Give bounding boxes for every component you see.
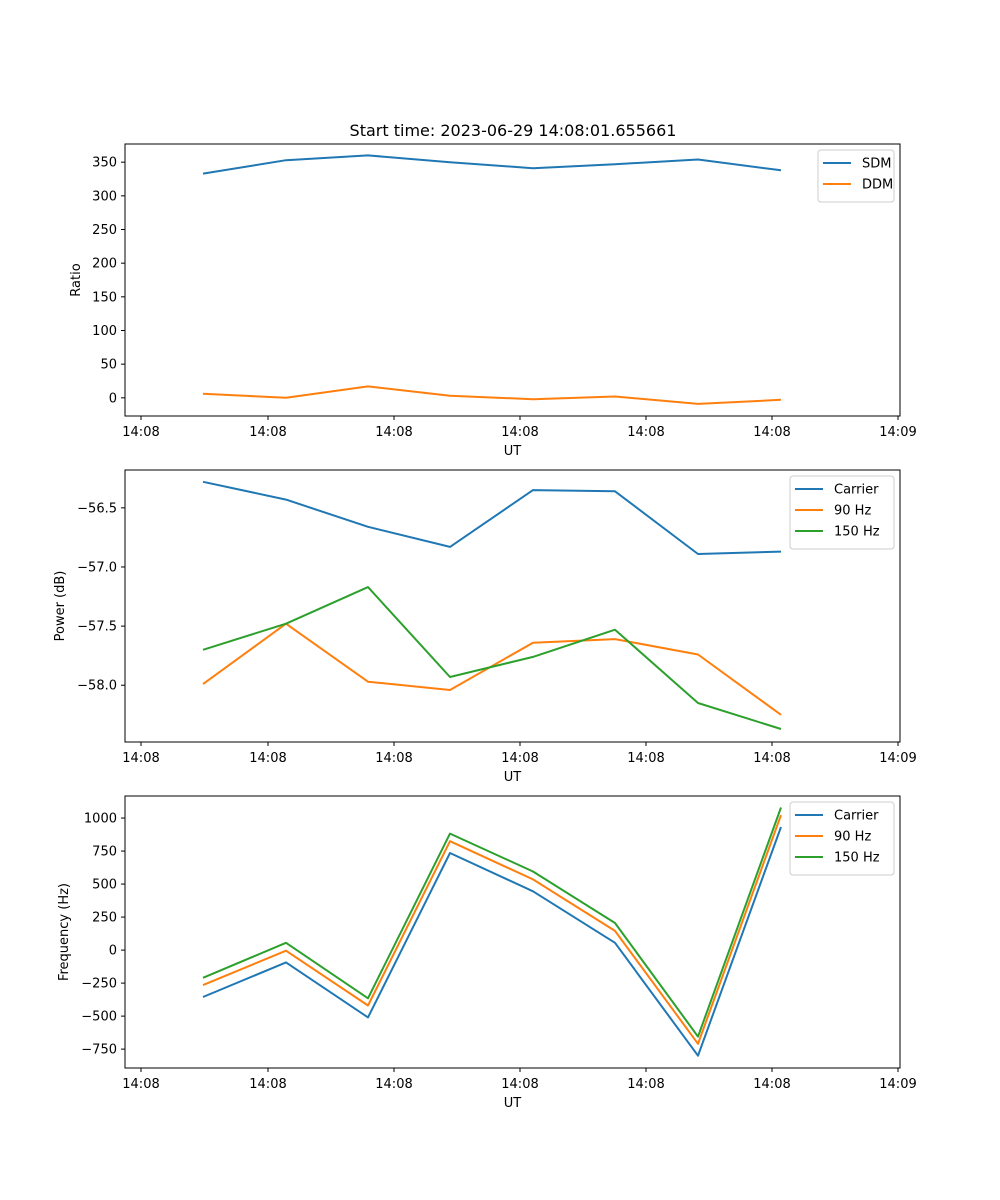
series-line-2 — [202, 622, 782, 716]
chart-panel-1: 14:08 14:08 14:08 14:08 14:08 14:08 14:09 0 50 10… — [69, 143, 917, 459]
y-tick-label: 300 — [92, 189, 117, 204]
x-tick-label: 14:08 — [122, 425, 159, 440]
y-tick-label: 500 — [92, 878, 117, 893]
plot-frame — [124, 143, 901, 417]
series-line-2 — [202, 385, 782, 405]
y-axis-label: Power (dB) — [53, 571, 68, 642]
y-tick-label: 750 — [92, 845, 117, 860]
chart-panel-2: 14:08 14:08 14:08 14:08 14:08 14:08 14:09 −58.0… — [53, 469, 917, 785]
legend-label: 150 Hz — [834, 525, 880, 540]
series-line-1 — [202, 154, 782, 175]
x-tick-label: 14:08 — [249, 751, 286, 766]
x-tick-label: 14:08 — [375, 1077, 412, 1092]
y-tick-label: 1000 — [84, 812, 117, 827]
y-tick-label: 200 — [92, 257, 117, 272]
y-tick-label: −750 — [81, 1043, 117, 1058]
figure-title: Start time: 2023-06-29 14:08:01.655661 — [350, 121, 677, 140]
legend-label: 90 Hz — [834, 504, 871, 519]
series-line-1 — [202, 826, 782, 1057]
x-tick-label: 14:08 — [753, 1077, 790, 1092]
legend-label: Carrier — [834, 483, 879, 498]
x-tick-label: 14:09 — [879, 425, 916, 440]
y-tick-label: −58.0 — [77, 679, 117, 694]
x-axis-label: UT — [504, 444, 522, 459]
x-tick-label: 14:08 — [375, 751, 412, 766]
x-tick-label: 14:08 — [627, 1077, 664, 1092]
chart-panel-3: 14:08 14:08 14:08 14:08 14:08 14:08 14:09 −750 −… — [57, 795, 917, 1111]
x-tick-label: 14:08 — [249, 425, 286, 440]
y-tick-label: 150 — [92, 290, 117, 305]
legend-label: DDM — [862, 178, 893, 193]
y-tick-label: 0 — [109, 391, 117, 406]
y-tick-label: 350 — [92, 156, 117, 171]
plot-frame — [124, 469, 901, 743]
plot-frame — [124, 795, 901, 1069]
x-tick-label: 14:08 — [501, 1077, 538, 1092]
y-tick-label: −57.0 — [77, 560, 117, 575]
legend: Carrier 90 Hz 150 Hz — [789, 801, 895, 876]
legend-label: Carrier — [834, 809, 879, 824]
x-tick-label: 14:09 — [879, 1077, 916, 1092]
x-axis-label: UT — [504, 770, 522, 785]
x-tick-label: 14:08 — [753, 751, 790, 766]
x-axis-label: UT — [504, 1096, 522, 1111]
legend: Carrier 90 Hz 150 Hz — [789, 475, 895, 550]
legend-label: 90 Hz — [834, 830, 871, 845]
y-tick-label: 50 — [100, 358, 117, 373]
x-tick-label: 14:08 — [375, 425, 412, 440]
y-axis-label: Ratio — [69, 263, 84, 296]
series-line-2 — [202, 814, 782, 1045]
legend: SDM DDM — [817, 149, 895, 203]
legend-label: 150 Hz — [834, 851, 880, 866]
y-tick-label: −57.5 — [77, 620, 117, 635]
series-line-3 — [202, 586, 782, 730]
y-tick-label: 250 — [92, 223, 117, 238]
y-tick-label: −56.5 — [77, 501, 117, 516]
x-tick-label: 14:08 — [627, 751, 664, 766]
x-tick-label: 14:08 — [627, 425, 664, 440]
y-axis-label: Frequency (Hz) — [57, 883, 72, 981]
y-tick-label: −500 — [81, 1010, 117, 1025]
series-line-1 — [202, 480, 782, 555]
x-tick-label: 14:08 — [501, 751, 538, 766]
x-tick-label: 14:08 — [122, 1077, 159, 1092]
x-tick-label: 14:08 — [501, 425, 538, 440]
y-tick-label: 100 — [92, 324, 117, 339]
x-tick-label: 14:08 — [249, 1077, 286, 1092]
x-tick-label: 14:09 — [879, 751, 916, 766]
x-tick-label: 14:08 — [753, 425, 790, 440]
y-tick-label: −250 — [81, 977, 117, 992]
series-line-3 — [202, 807, 782, 1038]
legend-label: SDM — [862, 157, 891, 172]
x-tick-label: 14:08 — [122, 751, 159, 766]
y-tick-label: 250 — [92, 911, 117, 926]
y-tick-label: 0 — [109, 944, 117, 959]
